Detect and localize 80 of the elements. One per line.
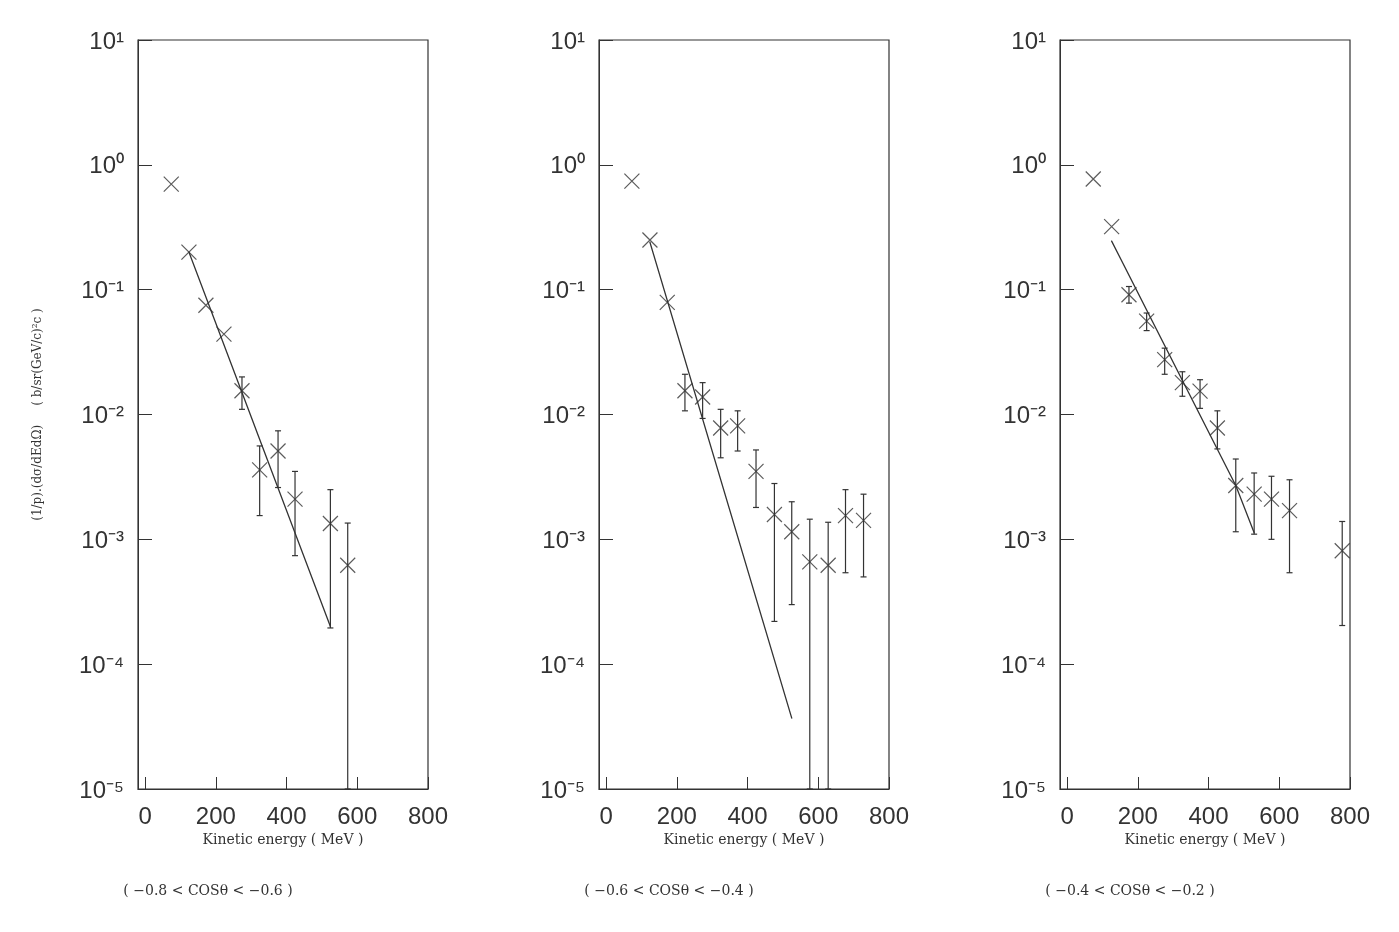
y-tick-label: 10⁻² — [542, 401, 586, 428]
point — [712, 419, 729, 437]
y-tick-label: 10⁻¹ — [542, 276, 586, 304]
y-tick-label: 10¹ — [89, 26, 125, 54]
x-axis-title: Kinetic energy ( MeV ) — [202, 830, 364, 847]
x-tick-label: 600 — [337, 801, 378, 829]
point — [251, 461, 268, 478]
x-tick-label: 0 — [599, 801, 613, 829]
x-tick-label: 200 — [1117, 801, 1158, 829]
y-tick-label: 10⁻¹ — [1003, 276, 1047, 304]
x-tick-label: 400 — [266, 801, 307, 829]
y-tick-label: 10⁻⁴ — [539, 650, 585, 678]
point — [623, 173, 640, 190]
y-tick-label: 10⁻¹ — [81, 276, 125, 304]
point — [1191, 382, 1209, 400]
y-tick-label: 10⁻⁴ — [1000, 650, 1046, 678]
point — [747, 463, 765, 480]
point — [766, 506, 783, 523]
y-tick-label: 10⁻⁵ — [79, 775, 124, 803]
x-tick-label: 0 — [138, 801, 152, 829]
point — [1246, 486, 1263, 503]
x-tick-label: 200 — [195, 801, 236, 829]
x-tick-label: 800 — [407, 801, 449, 829]
point — [1281, 502, 1298, 519]
x-axis-title: Kinetic energy ( MeV ) — [1124, 830, 1286, 847]
point — [641, 231, 659, 249]
y-tick-label: 10⁻³ — [81, 525, 125, 553]
point — [837, 507, 854, 524]
point — [286, 491, 304, 508]
point — [233, 382, 251, 399]
point — [1209, 419, 1226, 437]
y-tick-label: 10⁻⁵ — [540, 775, 585, 803]
text: ( −0.4 < COSθ < −0.2 ) — [1045, 882, 1215, 898]
x-tick-label: 400 — [1188, 801, 1229, 829]
point — [1103, 218, 1120, 235]
x-tick-label: 800 — [868, 801, 910, 829]
point — [676, 382, 694, 399]
x-tick-label: 800 — [1329, 801, 1371, 829]
point — [659, 294, 676, 311]
y-tick-label: 10⁰ — [89, 151, 124, 179]
point — [269, 442, 287, 460]
y-tick-label: 10⁻⁵ — [1001, 775, 1046, 803]
x-tick-label: 400 — [727, 801, 768, 829]
point — [694, 388, 711, 406]
point — [197, 297, 214, 314]
point — [1156, 351, 1173, 368]
y-tick-label: 10⁻² — [1003, 401, 1047, 428]
point — [163, 176, 180, 193]
y-tick-label: 10⁻² — [81, 401, 125, 428]
y-tick-label: 10¹ — [1011, 26, 1047, 54]
point — [820, 557, 837, 574]
y-tick-label: 10⁰ — [1011, 151, 1046, 179]
x-tick-label: 0 — [1060, 801, 1074, 829]
point — [1120, 286, 1138, 303]
point — [783, 523, 800, 540]
y-tick-label: 10⁻³ — [1003, 525, 1047, 553]
point — [1174, 374, 1191, 391]
y-tick-label: 10¹ — [550, 26, 586, 54]
point — [1263, 491, 1280, 508]
point — [180, 243, 198, 261]
x-axis-title: Kinetic energy ( MeV ) — [663, 830, 825, 847]
point — [729, 417, 746, 435]
point — [1227, 477, 1244, 494]
x-tick-label: 600 — [798, 801, 839, 829]
x-tick-label: 600 — [1259, 801, 1300, 829]
text: ( −0.8 < COSθ < −0.6 ) — [123, 882, 293, 898]
y-tick-label: 10⁰ — [550, 151, 585, 179]
y-tick-label: 10⁻³ — [542, 525, 586, 553]
y-tick-label: 10⁻⁴ — [78, 650, 124, 678]
point — [215, 326, 233, 343]
point — [1085, 170, 1102, 188]
point — [855, 512, 872, 529]
y-axis-title: (1/p).(dσ/dEdΩ) ( b/sr(GeV/c)²c ) — [30, 308, 44, 521]
point — [1138, 313, 1155, 330]
point — [339, 557, 356, 574]
x-tick-label: 200 — [656, 801, 697, 829]
point — [1334, 542, 1351, 559]
point — [801, 553, 818, 570]
point — [322, 515, 339, 532]
text: ( −0.6 < COSθ < −0.4 ) — [584, 882, 754, 898]
